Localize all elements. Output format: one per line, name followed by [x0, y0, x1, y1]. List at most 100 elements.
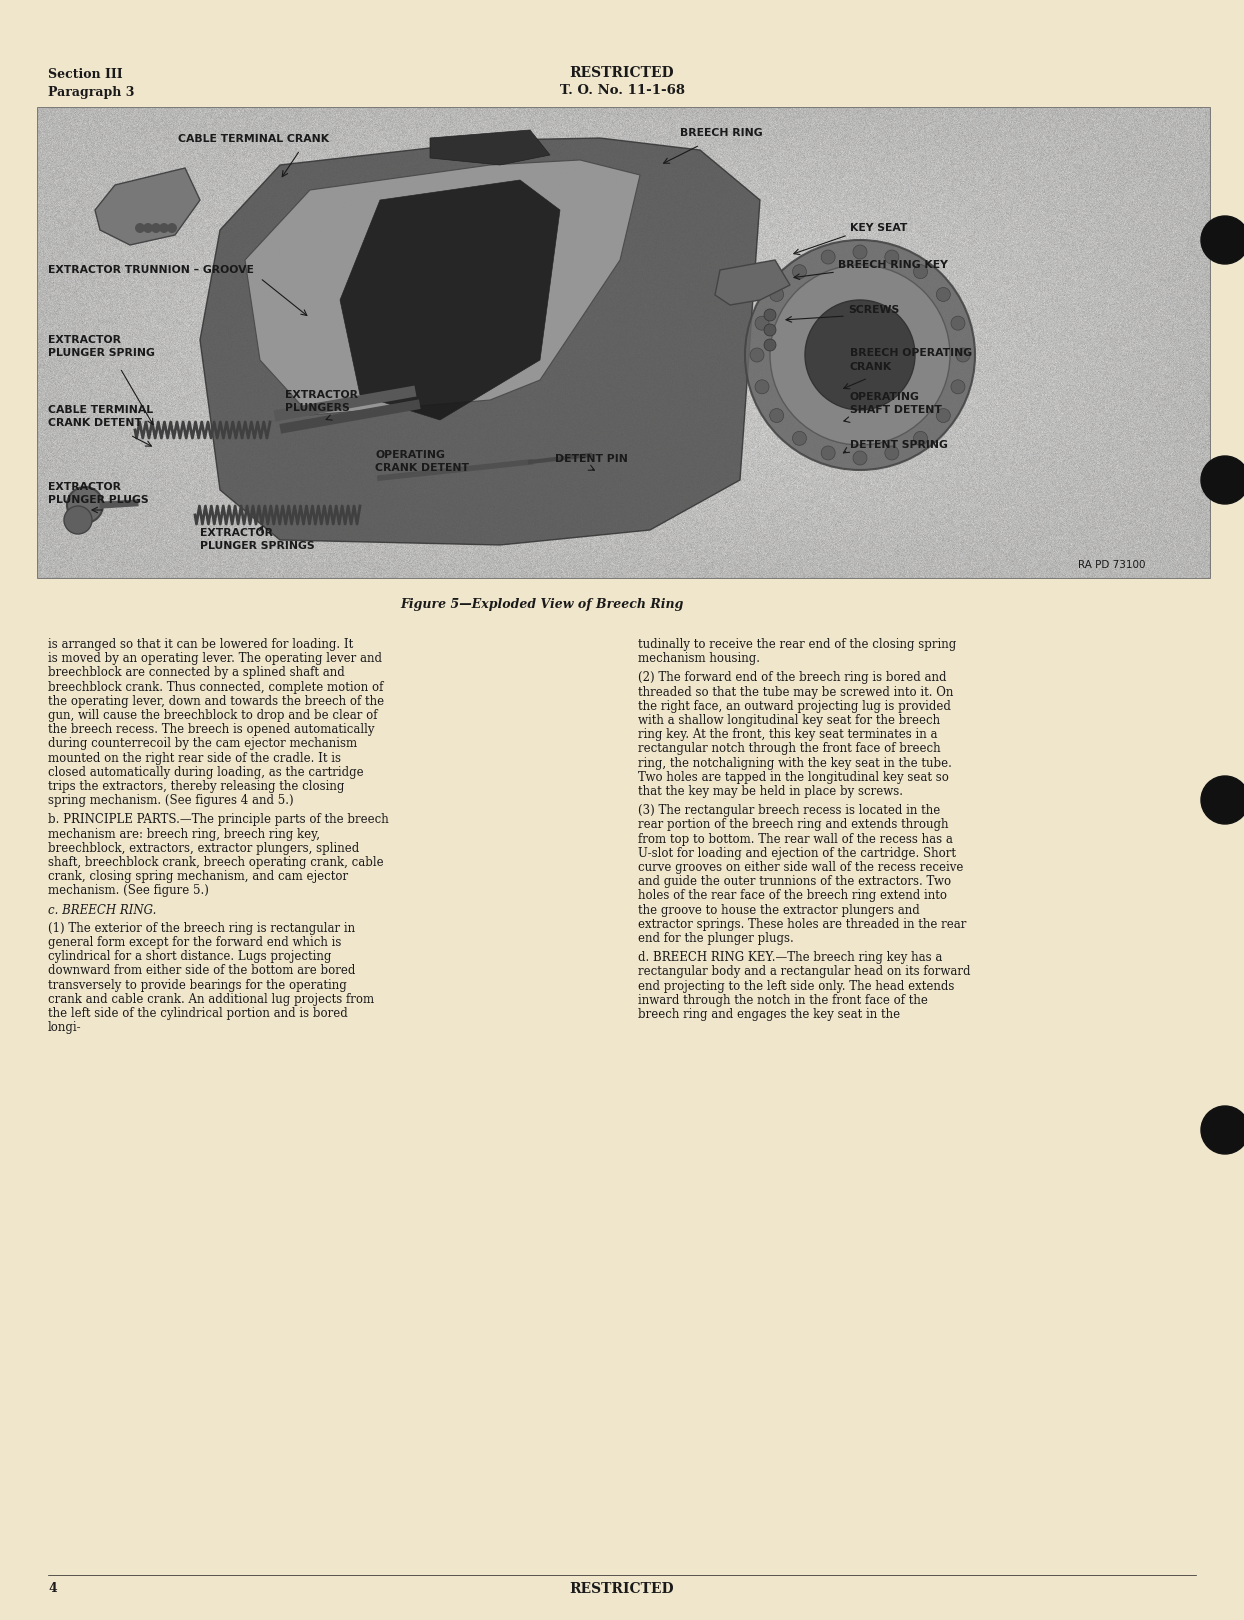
Text: EXTRACTOR TRUNNION – GROOVE: EXTRACTOR TRUNNION – GROOVE: [49, 266, 254, 275]
Text: holes of the rear face of the breech ring extend into: holes of the rear face of the breech rin…: [638, 889, 947, 902]
Text: end projecting to the left side only. The head extends: end projecting to the left side only. Th…: [638, 980, 954, 993]
Text: d. BREECH RING KEY.—The breech ring key has a: d. BREECH RING KEY.—The breech ring key …: [638, 951, 943, 964]
Text: the operating lever, down and towards the breech of the: the operating lever, down and towards th…: [49, 695, 384, 708]
Text: that the key may be held in place by screws.: that the key may be held in place by scr…: [638, 786, 903, 799]
Text: Section III: Section III: [49, 68, 123, 81]
Polygon shape: [245, 160, 639, 415]
Text: Two holes are tapped in the longitudinal key seat so: Two holes are tapped in the longitudinal…: [638, 771, 949, 784]
Text: PLUNGER SPRING: PLUNGER SPRING: [49, 348, 154, 358]
Text: crank and cable crank. An additional lug projects from: crank and cable crank. An additional lug…: [49, 993, 374, 1006]
Circle shape: [792, 264, 806, 279]
Circle shape: [159, 224, 169, 233]
Circle shape: [792, 431, 806, 446]
Circle shape: [805, 300, 916, 410]
Text: SCREWS: SCREWS: [848, 305, 899, 314]
Text: and guide the outer trunnions of the extractors. Two: and guide the outer trunnions of the ext…: [638, 875, 952, 888]
Text: during counterrecoil by the cam ejector mechanism: during counterrecoil by the cam ejector …: [49, 737, 357, 750]
Text: ring key. At the front, this key seat terminates in a: ring key. At the front, this key seat te…: [638, 729, 938, 742]
Text: CABLE TERMINAL CRANK: CABLE TERMINAL CRANK: [178, 134, 330, 144]
Circle shape: [167, 224, 177, 233]
Text: inward through the notch in the front face of the: inward through the notch in the front fa…: [638, 993, 928, 1006]
Circle shape: [1200, 455, 1244, 504]
Text: cylindrical for a short distance. Lugs projecting: cylindrical for a short distance. Lugs p…: [49, 951, 331, 964]
Text: U-slot for loading and ejection of the cartridge. Short: U-slot for loading and ejection of the c…: [638, 847, 955, 860]
Text: the groove to house the extractor plungers and: the groove to house the extractor plunge…: [638, 904, 919, 917]
Text: rectangular body and a rectangular head on its forward: rectangular body and a rectangular head …: [638, 966, 970, 978]
Circle shape: [151, 224, 160, 233]
Text: SHAFT DETENT: SHAFT DETENT: [850, 405, 942, 415]
Text: mechanism are: breech ring, breech ring key,: mechanism are: breech ring, breech ring …: [49, 828, 320, 841]
Circle shape: [913, 431, 928, 446]
Circle shape: [63, 505, 92, 535]
Circle shape: [143, 224, 153, 233]
Circle shape: [1200, 1106, 1244, 1153]
Circle shape: [755, 379, 769, 394]
Text: 4: 4: [49, 1583, 57, 1596]
Circle shape: [955, 348, 970, 361]
Circle shape: [853, 450, 867, 465]
Text: b. PRINCIPLE PARTS.—The principle parts of the breech: b. PRINCIPLE PARTS.—The principle parts …: [49, 813, 388, 826]
Text: CRANK DETENT: CRANK DETENT: [49, 418, 142, 428]
Text: CRANK: CRANK: [850, 361, 892, 373]
Text: trips the extractors, thereby releasing the closing: trips the extractors, thereby releasing …: [49, 779, 345, 794]
Circle shape: [913, 264, 928, 279]
Text: general form except for the forward end which is: general form except for the forward end …: [49, 936, 341, 949]
Circle shape: [937, 408, 950, 423]
Polygon shape: [95, 168, 200, 245]
Text: Figure 5—Exploded View of Breech Ring: Figure 5—Exploded View of Breech Ring: [401, 598, 683, 611]
Circle shape: [884, 249, 899, 264]
Text: (2) The forward end of the breech ring is bored and: (2) The forward end of the breech ring i…: [638, 671, 947, 684]
Circle shape: [821, 446, 835, 460]
Text: mounted on the right rear side of the cradle. It is: mounted on the right rear side of the cr…: [49, 752, 341, 765]
Circle shape: [764, 324, 776, 335]
Text: end for the plunger plugs.: end for the plunger plugs.: [638, 931, 794, 944]
Text: PLUNGER SPRINGS: PLUNGER SPRINGS: [200, 541, 315, 551]
Text: EXTRACTOR: EXTRACTOR: [49, 335, 121, 345]
Circle shape: [750, 348, 764, 361]
Circle shape: [770, 266, 950, 446]
Polygon shape: [430, 130, 550, 165]
Text: (3) The rectangular breech recess is located in the: (3) The rectangular breech recess is loc…: [638, 804, 940, 816]
Text: mechanism housing.: mechanism housing.: [638, 653, 760, 666]
Text: EXTRACTOR: EXTRACTOR: [285, 390, 358, 400]
Circle shape: [764, 309, 776, 321]
Text: the left side of the cylindrical portion and is bored: the left side of the cylindrical portion…: [49, 1008, 348, 1021]
Circle shape: [770, 408, 784, 423]
Text: CRANK DETENT: CRANK DETENT: [374, 463, 469, 473]
Text: ring, the notchaligning with the key seat in the tube.: ring, the notchaligning with the key sea…: [638, 757, 952, 770]
Text: curve grooves on either side wall of the recess receive: curve grooves on either side wall of the…: [638, 860, 963, 875]
Text: shaft, breechblock crank, breech operating crank, cable: shaft, breechblock crank, breech operati…: [49, 855, 383, 868]
Text: RA PD 73100: RA PD 73100: [1077, 561, 1144, 570]
Text: Paragraph 3: Paragraph 3: [49, 86, 134, 99]
Bar: [39, 109, 1210, 578]
Polygon shape: [200, 138, 760, 544]
Text: breechblock are connected by a splined shaft and: breechblock are connected by a splined s…: [49, 666, 345, 679]
Text: DETENT SPRING: DETENT SPRING: [850, 441, 948, 450]
Circle shape: [755, 316, 769, 330]
Text: with a shallow longitudinal key seat for the breech: with a shallow longitudinal key seat for…: [638, 714, 940, 727]
Text: EXTRACTOR: EXTRACTOR: [200, 528, 272, 538]
Circle shape: [1200, 215, 1244, 264]
Circle shape: [745, 240, 975, 470]
Text: longi-: longi-: [49, 1021, 82, 1034]
Text: DETENT PIN: DETENT PIN: [555, 454, 628, 463]
Circle shape: [821, 249, 835, 264]
Text: closed automatically during loading, as the cartridge: closed automatically during loading, as …: [49, 766, 363, 779]
Text: crank, closing spring mechanism, and cam ejector: crank, closing spring mechanism, and cam…: [49, 870, 348, 883]
Text: is moved by an operating lever. The operating lever and: is moved by an operating lever. The oper…: [49, 653, 382, 666]
Circle shape: [770, 287, 784, 301]
Text: PLUNGER PLUGS: PLUNGER PLUGS: [49, 496, 148, 505]
Text: breech ring and engages the key seat in the: breech ring and engages the key seat in …: [638, 1008, 901, 1021]
Polygon shape: [715, 259, 790, 305]
Text: the right face, an outward projecting lug is provided: the right face, an outward projecting lu…: [638, 700, 950, 713]
Text: from top to bottom. The rear wall of the recess has a: from top to bottom. The rear wall of the…: [638, 833, 953, 846]
Text: gun, will cause the breechblock to drop and be clear of: gun, will cause the breechblock to drop …: [49, 710, 377, 723]
Text: RESTRICTED: RESTRICTED: [570, 1583, 674, 1596]
Text: rectangular notch through the front face of breech: rectangular notch through the front face…: [638, 742, 940, 755]
Circle shape: [950, 316, 965, 330]
Text: BREECH OPERATING: BREECH OPERATING: [850, 348, 972, 358]
Text: BREECH RING KEY: BREECH RING KEY: [838, 259, 948, 271]
Text: (1) The exterior of the breech ring is rectangular in: (1) The exterior of the breech ring is r…: [49, 922, 355, 935]
Text: breechblock, extractors, extractor plungers, splined: breechblock, extractors, extractor plung…: [49, 842, 360, 855]
Text: downward from either side of the bottom are bored: downward from either side of the bottom …: [49, 964, 356, 977]
